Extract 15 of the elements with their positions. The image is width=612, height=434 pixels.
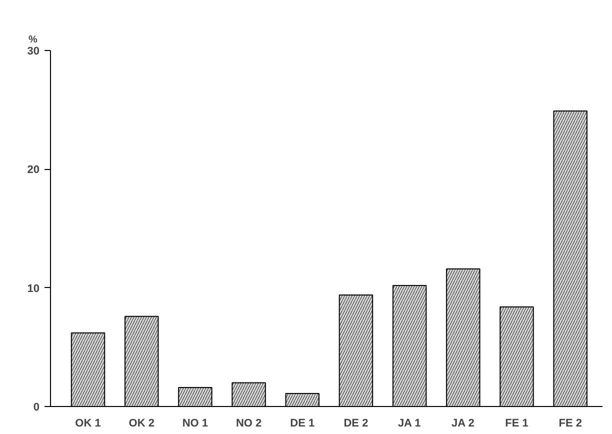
y-tick-label: 10 xyxy=(27,282,40,295)
y-axis-title: % xyxy=(28,34,38,46)
y-tick-label: 20 xyxy=(27,164,40,176)
x-tick-label: DE 1 xyxy=(290,418,315,430)
y-tick-label: 0 xyxy=(33,402,40,414)
y-tick-label: 30 xyxy=(27,46,40,58)
x-tick-label: FE 1 xyxy=(505,418,528,430)
x-tick-label: FE 2 xyxy=(558,418,582,430)
x-tick-label: NO 2 xyxy=(236,418,262,430)
x-tick-label: OK 1 xyxy=(75,418,101,430)
x-tick-label: JA 1 xyxy=(398,418,421,430)
x-tick-label: DE 2 xyxy=(344,418,368,430)
x-tick-label: OK 2 xyxy=(128,418,154,430)
x-tick-label: JA 2 xyxy=(452,418,474,430)
x-tick-label: NO 1 xyxy=(182,418,208,430)
